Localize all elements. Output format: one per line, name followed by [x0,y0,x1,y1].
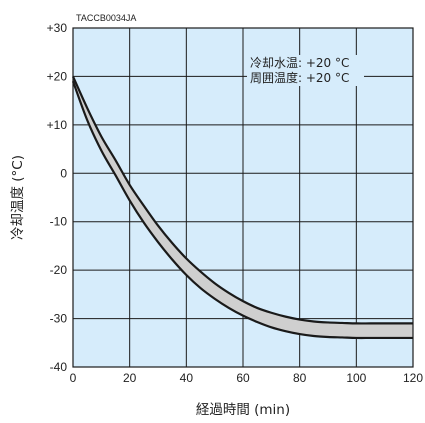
y-axis-title: 冷却温度 (°C) [10,155,26,240]
lower-curve [71,80,413,340]
annotation-ambient-temp: 周囲温度: +20 °C [250,70,349,85]
y-tick-labels: +30 +20 +10 0 -10 -20 -30 -40 [47,21,68,374]
x-tick-label: 0 [70,371,77,385]
x-tick-label: 60 [236,371,250,385]
x-tick-label: 80 [293,371,307,385]
y-tick-label: +20 [47,69,68,83]
y-tick-label: -30 [50,312,68,326]
temperature-band [73,76,413,338]
annotation-background [247,55,364,86]
x-tick-label: 120 [403,371,423,385]
y-tick-label: -40 [50,360,68,374]
x-tick-label: 40 [180,371,194,385]
upper-curve [71,75,413,325]
annotation-cooling-water: 冷却水温: +20 °C [250,56,349,70]
x-tick-labels: 0 20 40 60 80 100 120 [70,371,424,385]
plot-frame [72,27,414,368]
x-tick-label: 20 [123,371,137,385]
y-tick-label: -20 [50,263,68,277]
y-tick-label: +30 [47,21,68,35]
y-tick-label: -10 [50,215,68,229]
y-tick-label: +10 [47,118,68,132]
figure-code-label: TACCB0034JA [76,13,136,23]
y-tick-label: 0 [60,166,67,180]
x-axis-title: 経過時間 (min) [196,402,290,418]
x-tick-label: 100 [346,371,366,385]
